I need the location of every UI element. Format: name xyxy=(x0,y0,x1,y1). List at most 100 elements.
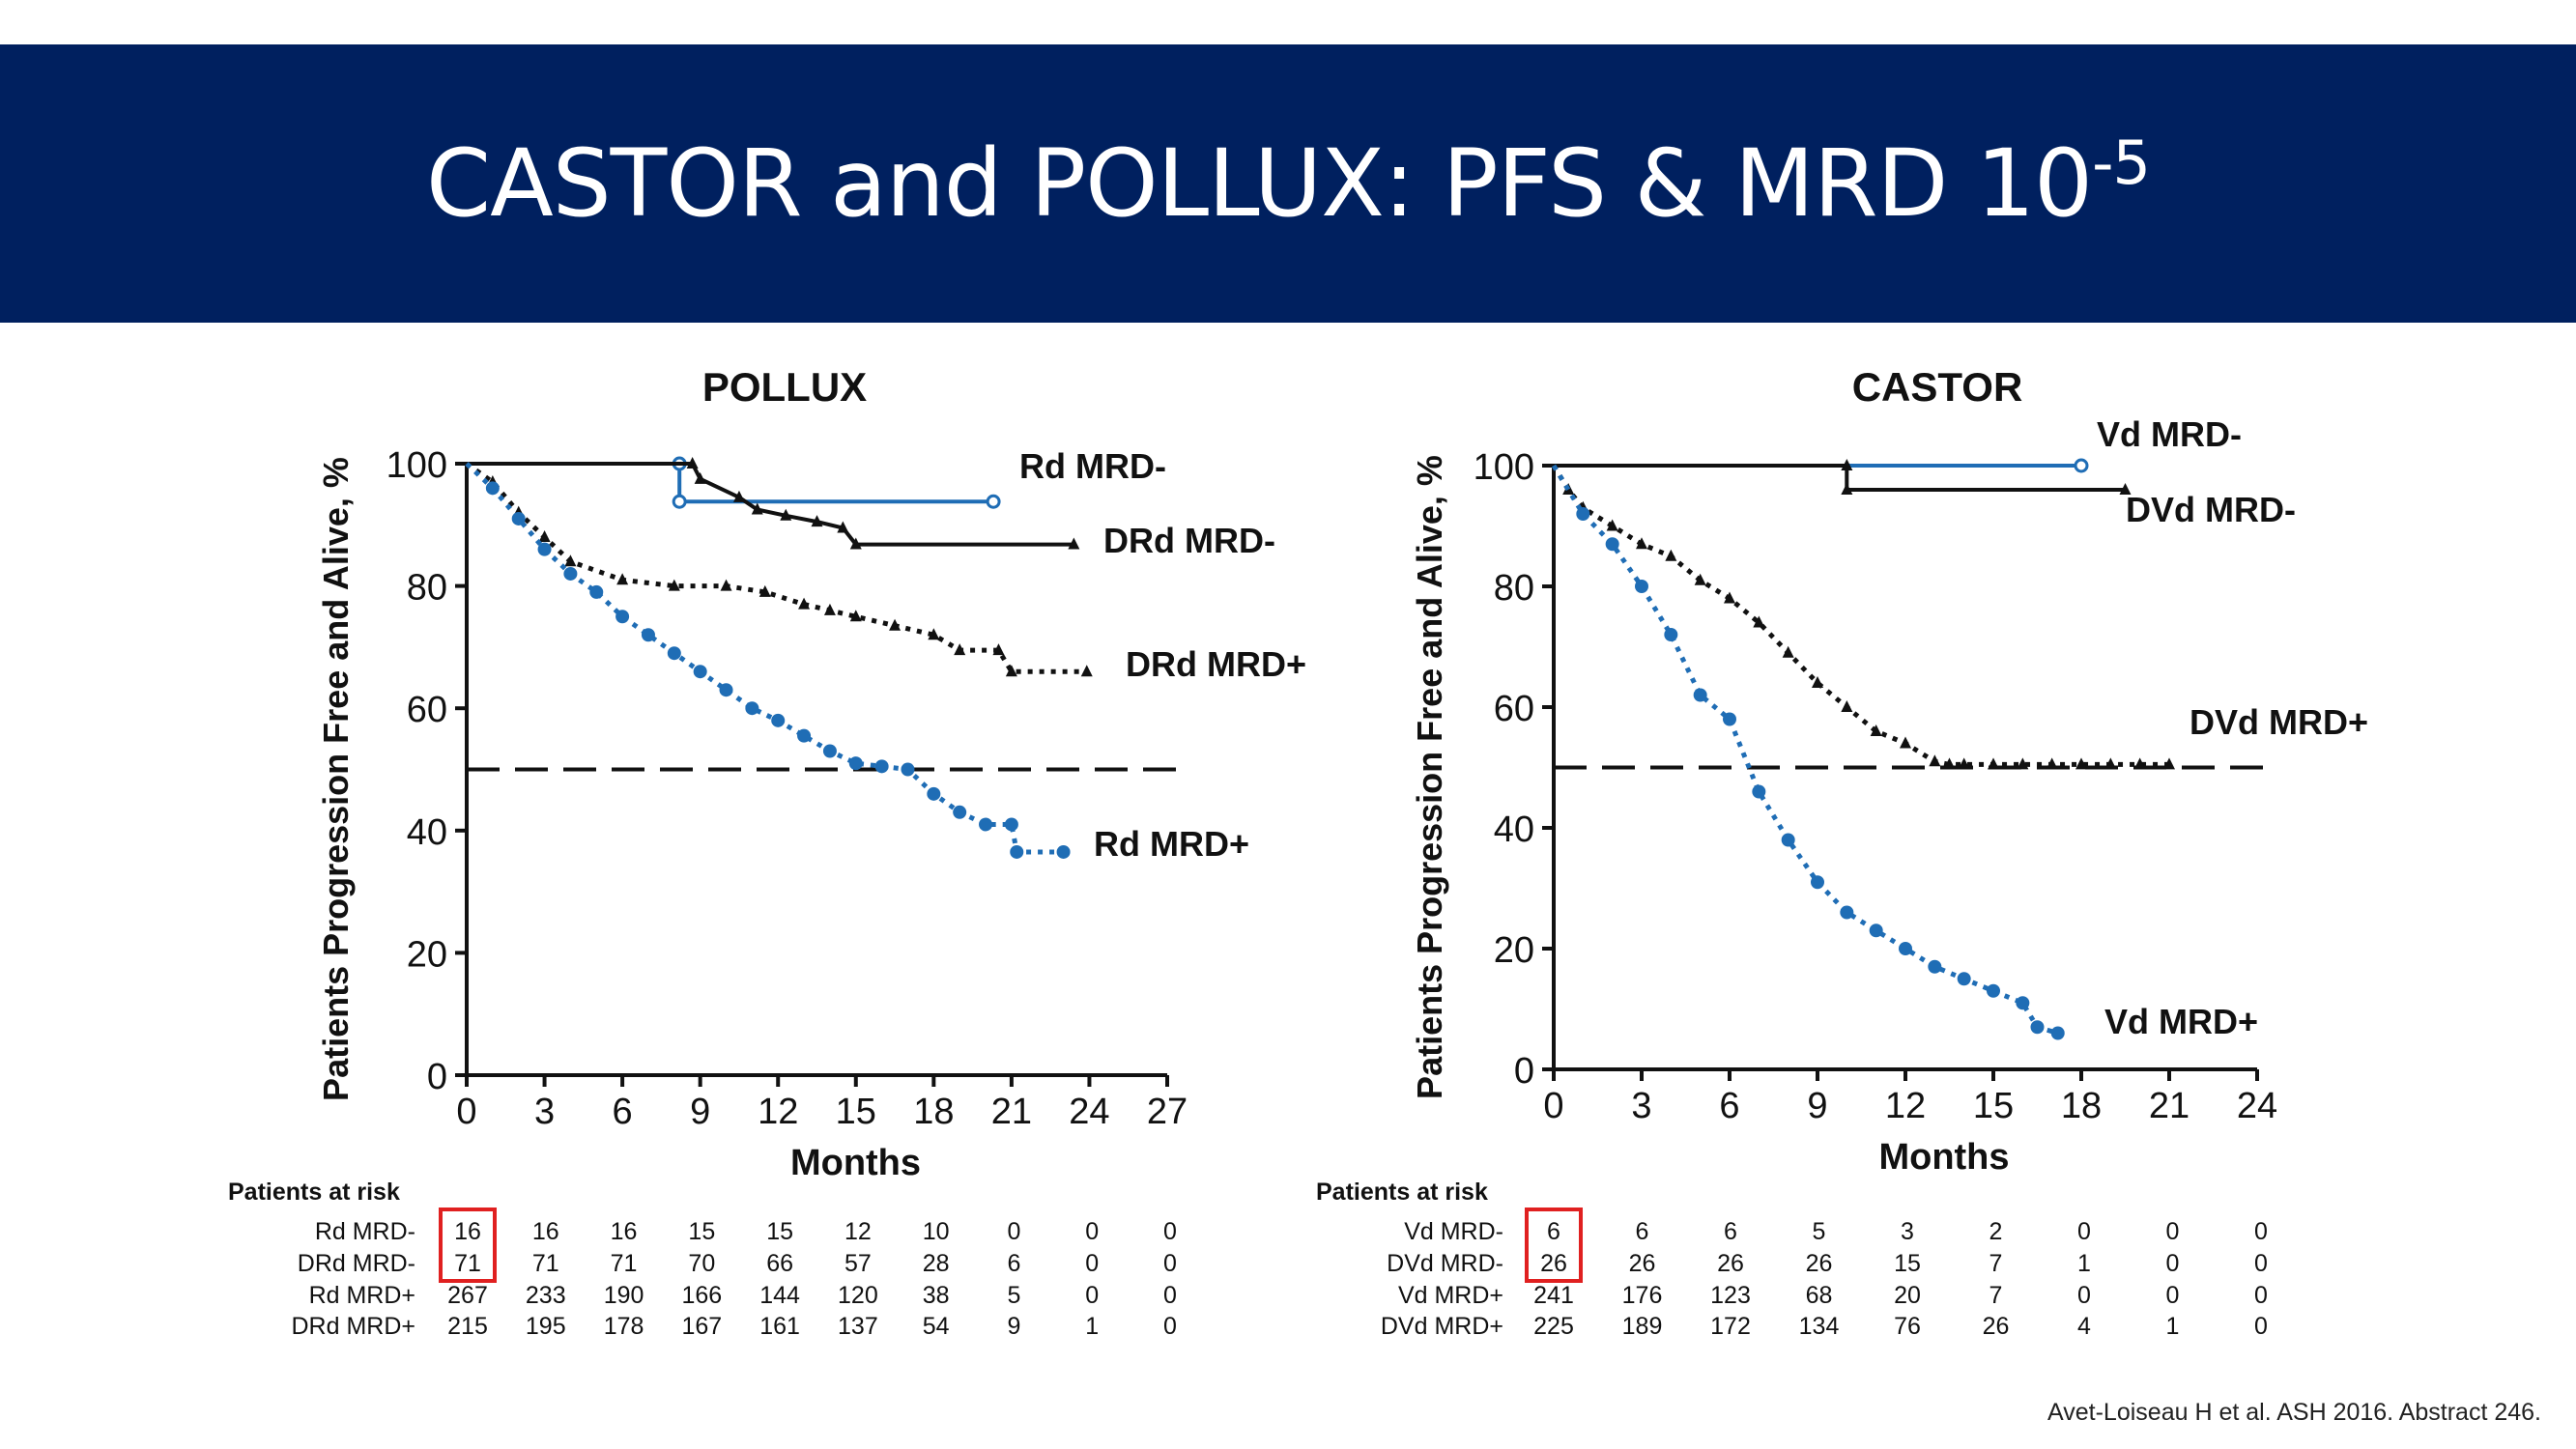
y-tick-label: 20 xyxy=(1494,930,1534,971)
risk-table-highlight-box xyxy=(439,1208,497,1283)
slide-title: CASTOR and POLLUX: PFS & MRD 10-5 xyxy=(426,128,2151,238)
risk-table-cell: 71 xyxy=(454,1250,481,1277)
series-marker xyxy=(986,494,1001,509)
x-tick-label: 9 xyxy=(690,1092,710,1132)
series-line-2 xyxy=(465,461,1087,674)
risk-table-cell: 38 xyxy=(923,1282,950,1309)
series-marker xyxy=(837,521,849,533)
risk-table-cell: 1 xyxy=(1085,1313,1099,1340)
risk-table-cell: 26 xyxy=(1806,1250,1833,1277)
series-marker xyxy=(1943,757,1956,770)
risk-table-cell: 0 xyxy=(1163,1250,1177,1277)
series-marker xyxy=(1811,875,1824,890)
risk-table-cell: 123 xyxy=(1710,1282,1751,1309)
x-tick-label: 6 xyxy=(613,1092,633,1132)
series-marker xyxy=(758,584,771,597)
risk-table-cell: 137 xyxy=(838,1313,878,1340)
risk-table-cell: 0 xyxy=(2077,1282,2091,1309)
risk-table-cell: 241 xyxy=(1533,1282,1574,1309)
risk-table-cell: 7 xyxy=(1989,1250,2003,1277)
risk-table-cell: 5 xyxy=(1813,1218,1826,1245)
series-marker xyxy=(2075,757,2087,770)
risk-table-cell: 6 xyxy=(1007,1250,1020,1277)
risk-table-cell: 0 xyxy=(1163,1282,1177,1309)
series-marker xyxy=(1841,483,1853,495)
risk-table-cell: 1 xyxy=(2166,1313,2180,1340)
x-tick-label: 9 xyxy=(1807,1086,1827,1126)
slide-title-superscript: -5 xyxy=(2092,128,2151,198)
risk-table-header: Patients at risk xyxy=(228,1179,400,1206)
risk-table-cell: 2 xyxy=(1989,1218,2003,1245)
series-marker xyxy=(641,628,655,642)
series-marker xyxy=(693,665,707,679)
risk-table-cell: 0 xyxy=(2254,1313,2268,1340)
citation: Avet-Loiseau H et al. ASH 2016. Abstract… xyxy=(2047,1399,2541,1426)
x-tick-label: 15 xyxy=(836,1092,876,1132)
risk-row-label: Vd MRD- xyxy=(1404,1218,1503,1245)
series-marker xyxy=(1606,519,1618,531)
risk-row-label: DRd MRD- xyxy=(298,1250,415,1277)
risk-table-cell: 120 xyxy=(838,1282,878,1309)
series-marker xyxy=(672,494,687,509)
series-label: Rd MRD+ xyxy=(1094,824,1249,864)
series-marker xyxy=(1723,712,1736,726)
series-marker xyxy=(1005,665,1017,677)
series-marker xyxy=(2016,996,2030,1010)
risk-table-cell: 7 xyxy=(1989,1282,2003,1309)
risk-table-cell: 267 xyxy=(447,1282,488,1309)
series-marker xyxy=(563,566,578,581)
series-marker xyxy=(589,584,604,599)
risk-table-cell: 5 xyxy=(1007,1282,1020,1309)
risk-table-cell: 4 xyxy=(2077,1313,2091,1340)
risk-table-cell: 71 xyxy=(611,1250,638,1277)
risk-table-cell: 0 xyxy=(1085,1250,1099,1277)
series-marker xyxy=(1635,580,1648,593)
x-tick-label: 21 xyxy=(991,1092,1032,1132)
series-marker xyxy=(822,744,837,758)
series-marker xyxy=(719,683,733,697)
series-line-2 xyxy=(1551,464,2169,767)
risk-table-cell: 71 xyxy=(532,1250,559,1277)
x-tick-label: 0 xyxy=(456,1092,476,1132)
series-line-0 xyxy=(467,462,994,504)
x-tick-label: 18 xyxy=(913,1092,954,1132)
y-tick-label: 60 xyxy=(407,690,447,730)
risk-table-cell: 20 xyxy=(1894,1282,1921,1309)
series-marker xyxy=(2133,757,2146,770)
risk-table-cell: 195 xyxy=(526,1313,566,1340)
series-marker xyxy=(1841,700,1853,712)
y-tick-label: 100 xyxy=(1474,447,1534,488)
series-marker xyxy=(1869,923,1883,938)
series-marker xyxy=(485,481,500,496)
series-marker xyxy=(953,805,967,819)
x-tick-label: 3 xyxy=(534,1092,555,1132)
risk-table-cell: 6 xyxy=(1724,1218,1737,1245)
risk-table-cell: 0 xyxy=(2254,1282,2268,1309)
series-marker xyxy=(849,610,862,622)
series-marker xyxy=(1957,972,1971,986)
series-marker xyxy=(1812,676,1823,688)
x-tick-label: 18 xyxy=(2061,1086,2102,1126)
series-marker xyxy=(1724,591,1735,604)
series-label: Vd MRD- xyxy=(2097,414,2242,454)
risk-table-cell: 0 xyxy=(2166,1218,2180,1245)
series-marker xyxy=(1899,942,1912,955)
series-marker xyxy=(823,603,836,615)
series-marker xyxy=(537,542,552,556)
series-marker xyxy=(668,579,680,591)
series-marker xyxy=(797,728,812,743)
risk-row-label: Rd MRD+ xyxy=(309,1282,415,1309)
series-marker xyxy=(1840,905,1854,920)
series-label: DVd MRD- xyxy=(2126,490,2296,529)
risk-table-cell: 0 xyxy=(1007,1218,1020,1245)
series-marker xyxy=(1929,754,1941,767)
y-tick-label: 40 xyxy=(407,812,447,853)
risk-table-cell: 57 xyxy=(844,1250,872,1277)
risk-table-cell: 225 xyxy=(1533,1313,1574,1340)
risk-table-header: Patients at risk xyxy=(1316,1179,1488,1206)
series-marker xyxy=(1636,537,1647,550)
series-marker xyxy=(1056,844,1071,859)
risk-table-cell: 189 xyxy=(1622,1313,1663,1340)
series-marker xyxy=(564,554,577,567)
